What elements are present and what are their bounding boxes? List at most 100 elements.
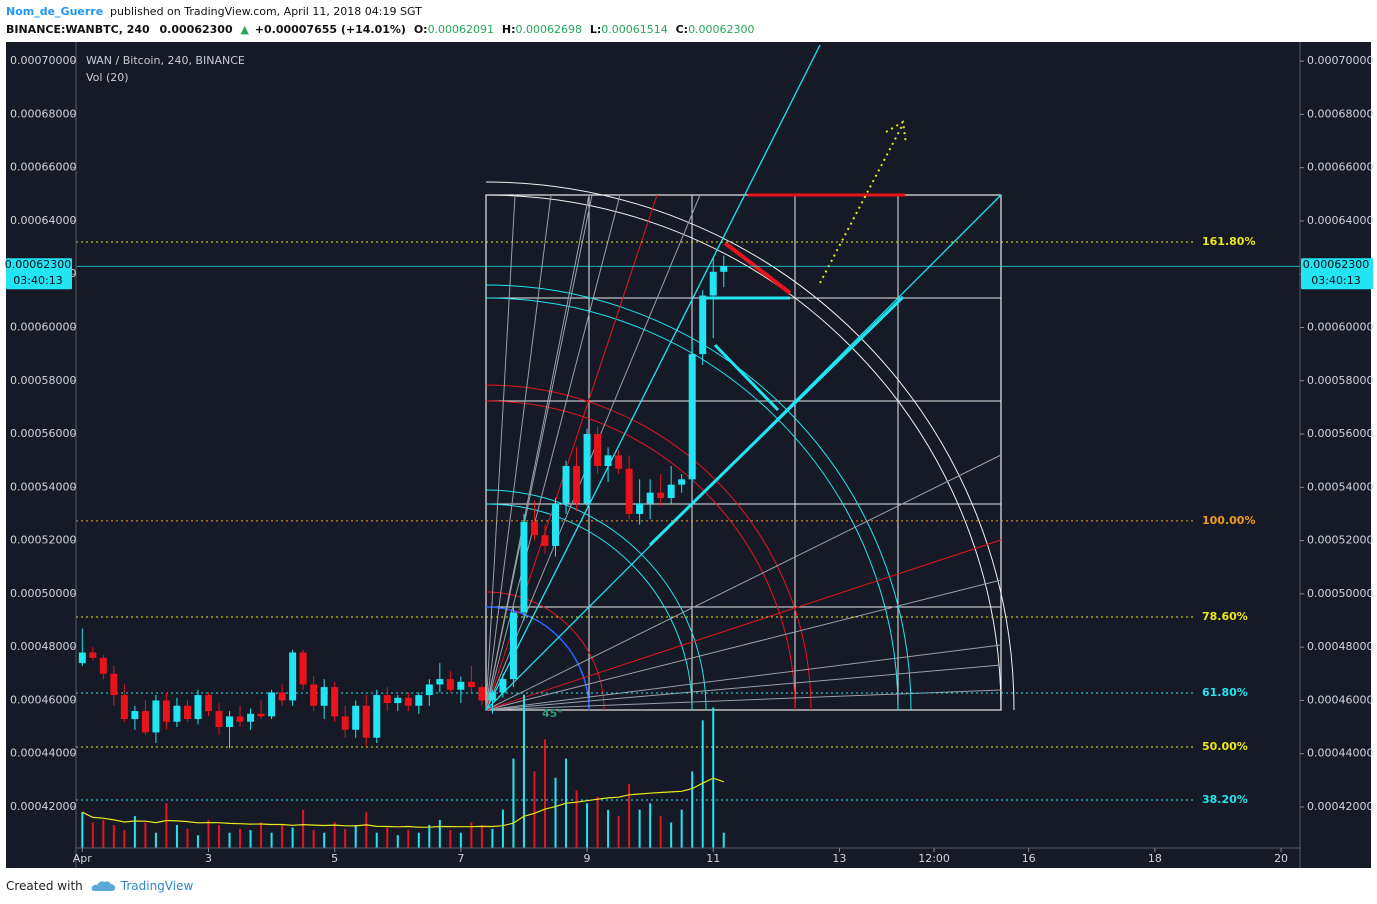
candle-body xyxy=(552,503,560,546)
candle-body xyxy=(667,484,675,498)
price-tag xyxy=(6,258,72,290)
header-line-2: BINANCE:WANBTC, 240 0.00062300 ▲ +0.0000… xyxy=(6,23,755,36)
volume-ma xyxy=(82,777,724,828)
volume-bar xyxy=(270,832,273,848)
volume-bar xyxy=(396,835,399,848)
volume-bar xyxy=(281,825,284,848)
logo-cloud xyxy=(91,881,115,891)
volume-bar xyxy=(218,825,221,848)
volume-bar xyxy=(449,830,452,848)
candle-body xyxy=(99,657,107,674)
logo xyxy=(91,881,115,891)
volume-bar xyxy=(165,803,168,848)
volume-bar xyxy=(302,809,305,848)
candle-body xyxy=(173,705,181,722)
volume-label: Vol (20) xyxy=(86,71,129,84)
volume-bar xyxy=(670,822,673,848)
chart: Nom_de_Guerre published on TradingView.c… xyxy=(4,5,1374,868)
y-tick-label: 0.00056000 xyxy=(10,427,76,440)
candle-body xyxy=(404,697,412,706)
x-tick-label: 12:00 xyxy=(918,852,950,865)
candle-body xyxy=(278,692,286,701)
x-tick-label: 7 xyxy=(457,852,464,865)
volume-bar xyxy=(207,819,210,848)
price-tag-label: 0.00062300 xyxy=(5,258,71,271)
volume-bar xyxy=(533,771,536,848)
fib-label: 100.00% xyxy=(1202,514,1255,527)
candle-body xyxy=(541,535,549,546)
candle-body xyxy=(530,521,538,536)
y-tick-label: 0.00064000 xyxy=(1307,214,1373,227)
x-tick-label: 11 xyxy=(706,852,720,865)
price-tag-label: 0.00062300 xyxy=(1303,258,1369,271)
fan-line xyxy=(485,539,1002,711)
fib-label: 50.00% xyxy=(1202,740,1248,753)
ohlc-label: O: xyxy=(414,23,428,36)
x-tick-label: 9 xyxy=(584,852,591,865)
candle-body xyxy=(657,492,665,498)
fan-line xyxy=(485,44,821,711)
x-tick-label: 3 xyxy=(205,852,212,865)
candle-body xyxy=(226,716,234,728)
brand[interactable]: TradingView xyxy=(120,879,194,893)
candle-body xyxy=(383,695,391,704)
volume-bar xyxy=(260,822,263,848)
candle-body xyxy=(373,695,381,738)
candle-body xyxy=(183,705,191,720)
y-tick-label: 0.00054000 xyxy=(10,480,76,493)
fib-label: 78.60% xyxy=(1202,610,1248,623)
volume-bar xyxy=(649,803,652,848)
volume-bar xyxy=(102,819,105,848)
volume-bar xyxy=(701,720,704,848)
volume-bar xyxy=(691,771,694,848)
volume-bar xyxy=(365,812,368,848)
candle-body xyxy=(499,679,507,693)
candle-body xyxy=(425,684,433,696)
candle-body xyxy=(709,271,717,296)
candle-body xyxy=(110,673,118,696)
volume-bar xyxy=(575,790,578,848)
candle-body xyxy=(394,697,402,704)
y-tick-label: 0.00044000 xyxy=(1307,747,1373,760)
candle-body xyxy=(467,681,475,688)
fan-line xyxy=(485,194,701,711)
y-tick-label: 0.00046000 xyxy=(1307,693,1373,706)
x-tick-label: 20 xyxy=(1274,852,1288,865)
fan-line xyxy=(485,644,1002,711)
volume-bar xyxy=(333,822,336,848)
y-tick-label: 0.00052000 xyxy=(10,534,76,547)
y-tick-label: 0.00048000 xyxy=(1307,640,1373,653)
gann-box xyxy=(485,194,1002,711)
change: +0.00007655 (+14.01%) xyxy=(255,23,406,36)
volume-bar xyxy=(81,812,84,848)
candle-body xyxy=(131,711,139,720)
volume-bar xyxy=(501,809,504,848)
x-tick-label: 16 xyxy=(1022,852,1036,865)
volume-bar xyxy=(291,827,294,848)
chart-panel xyxy=(6,42,1371,868)
y-tick-label: 0.00070000 xyxy=(10,54,76,67)
candle-body xyxy=(604,455,612,467)
candle-body xyxy=(289,652,297,701)
candle-body xyxy=(699,295,707,355)
candle-body xyxy=(478,687,486,701)
volume-bar xyxy=(417,832,420,848)
candle-body xyxy=(720,266,728,272)
candle-body xyxy=(141,711,149,733)
volume-bar xyxy=(543,739,546,848)
volume-bar xyxy=(249,830,252,848)
candle-body xyxy=(268,692,276,717)
fib-label: 61.80% xyxy=(1202,686,1248,699)
y-tick-label: 0.00050000 xyxy=(1307,587,1373,600)
candle-body xyxy=(204,695,212,712)
volume-bar xyxy=(407,830,410,848)
price: 0.00062300 xyxy=(160,23,233,36)
fan-line xyxy=(485,194,552,711)
volume-bar xyxy=(586,803,589,848)
y-tick-label: 0.00058000 xyxy=(1307,374,1373,387)
volume-bar xyxy=(522,694,525,848)
author[interactable]: Nom_de_Guerre xyxy=(6,5,103,18)
y-tick-label: 0.00058000 xyxy=(10,374,76,387)
y-tick-label: 0.00046000 xyxy=(10,693,76,706)
y-tick-label: 0.00068000 xyxy=(1307,107,1373,120)
